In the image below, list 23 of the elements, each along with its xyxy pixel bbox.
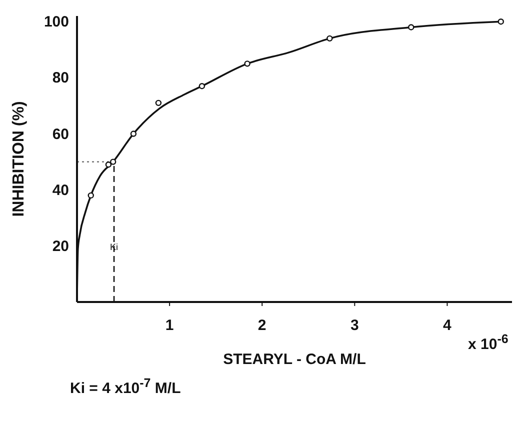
point <box>498 18 504 25</box>
y-tick-label: 60 <box>52 126 69 143</box>
text: Ki = 4 x10$^{-7}$ M/L <box>70 376 182 397</box>
x-axis-title: STEARYL - CoA M/L <box>223 351 366 368</box>
y-tick-label: 100 <box>44 14 69 31</box>
y-tick-label: 40 <box>52 182 69 199</box>
point <box>110 158 116 165</box>
point <box>244 60 250 67</box>
point <box>88 192 94 199</box>
x-tick-label: 2 <box>258 317 266 334</box>
point <box>130 130 137 137</box>
point <box>326 35 333 42</box>
x-tick-label: 4 <box>443 317 452 334</box>
y-axis-title: INHIBITION (%) <box>10 101 28 217</box>
point <box>408 24 414 30</box>
point <box>105 162 112 168</box>
y-tick-label: 80 <box>52 70 69 87</box>
point <box>198 83 206 90</box>
point <box>155 100 162 106</box>
text: x 10$^{-6}$ <box>468 332 508 353</box>
x-tick-label: 1 <box>165 317 174 334</box>
x-tick-label: 3 <box>350 317 359 334</box>
y-tick-label: 20 <box>52 238 69 255</box>
